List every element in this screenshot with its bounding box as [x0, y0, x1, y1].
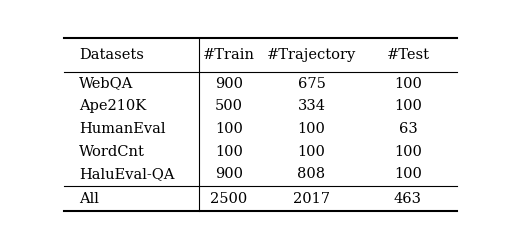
Text: Ape210K: Ape210K	[79, 99, 146, 113]
Text: 2500: 2500	[210, 192, 247, 206]
Text: 100: 100	[298, 145, 326, 159]
Text: WordCnt: WordCnt	[79, 145, 145, 159]
Text: WebQA: WebQA	[79, 77, 134, 91]
Text: 463: 463	[394, 192, 422, 206]
Text: 900: 900	[215, 77, 243, 91]
Text: HumanEval: HumanEval	[79, 122, 166, 136]
Text: 100: 100	[394, 168, 422, 182]
Text: 900: 900	[215, 168, 243, 182]
Text: 100: 100	[215, 122, 243, 136]
Text: HaluEval-QA: HaluEval-QA	[79, 168, 175, 182]
Text: 100: 100	[394, 99, 422, 113]
Text: #Test: #Test	[387, 48, 429, 62]
Text: 100: 100	[394, 145, 422, 159]
Text: #Train: #Train	[203, 48, 255, 62]
Text: 100: 100	[298, 122, 326, 136]
Text: 63: 63	[399, 122, 418, 136]
Text: 334: 334	[298, 99, 326, 113]
Text: All: All	[79, 192, 99, 206]
Text: 500: 500	[215, 99, 243, 113]
Text: 808: 808	[298, 168, 326, 182]
Text: #Trajectory: #Trajectory	[267, 48, 356, 62]
Text: 675: 675	[298, 77, 326, 91]
Text: 100: 100	[215, 145, 243, 159]
Text: 100: 100	[394, 77, 422, 91]
Text: Datasets: Datasets	[79, 48, 144, 62]
Text: 2017: 2017	[293, 192, 330, 206]
